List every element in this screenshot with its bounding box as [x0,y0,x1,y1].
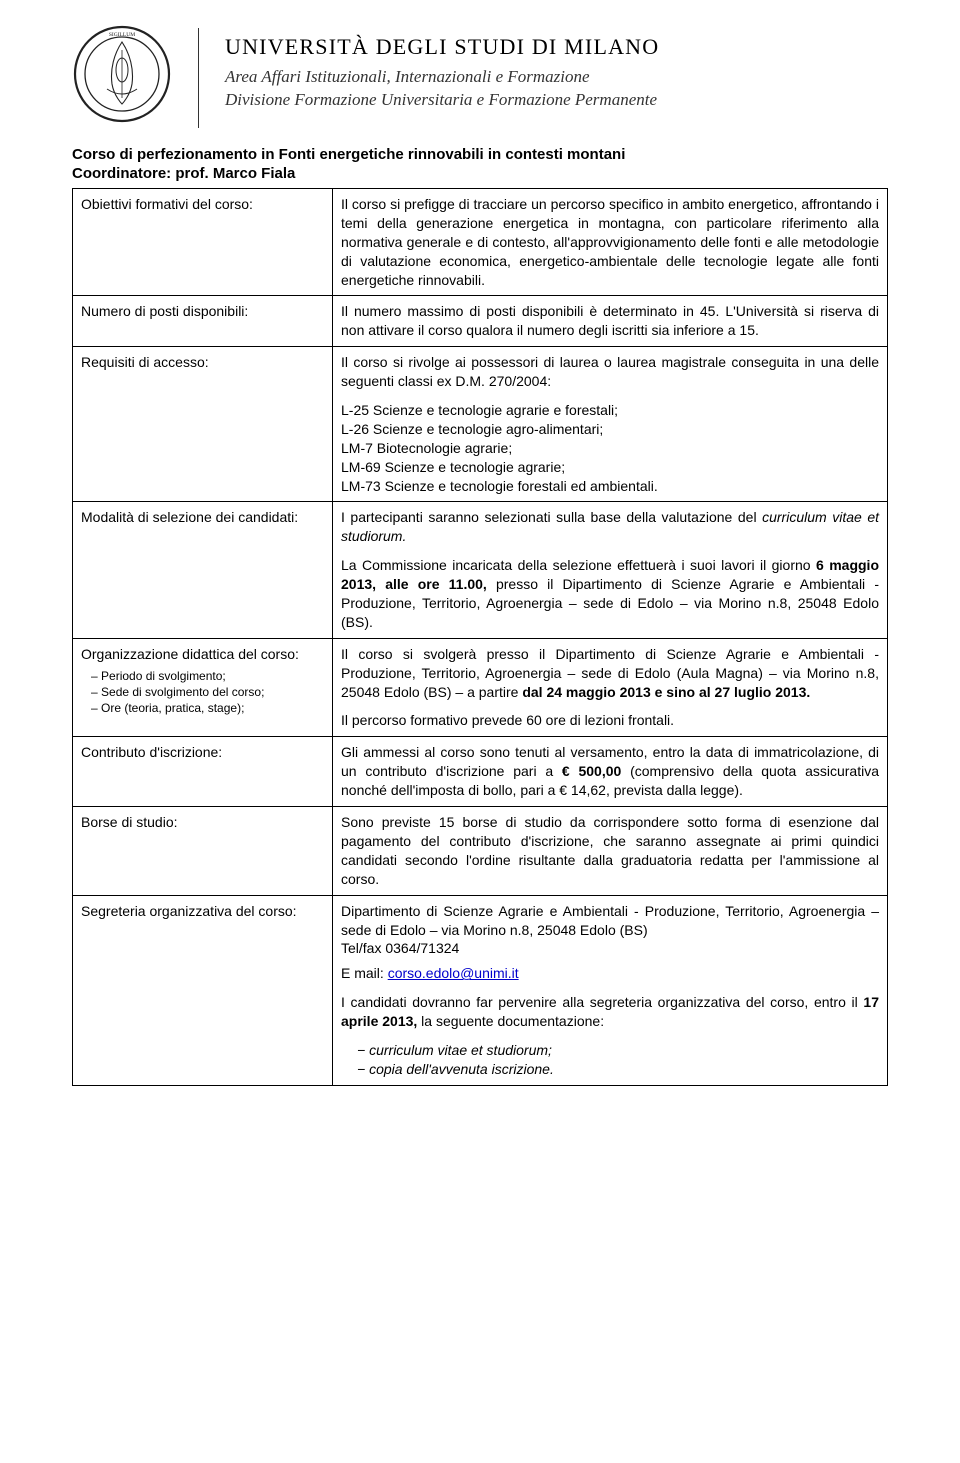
value-borse: Sono previste 15 borse di studio da corr… [333,807,888,896]
info-table: Obiettivi formativi del corso: Il corso … [72,188,888,1086]
org-label-text: Organizzazione didattica del corso: [81,646,299,662]
selezione-p1a: I partecipanti saranno selezionati sulla… [341,509,762,525]
req-l25: L-25 Scienze e tecnologie agrarie e fore… [341,401,879,420]
requisiti-intro: Il corso si rivolge ai possessori di lau… [341,353,879,391]
seg-tel: Tel/fax 0364/71324 [341,939,879,958]
seg-p2a: I candidati dovranno far pervenire alla … [341,994,863,1010]
selezione-p1: I partecipanti saranno selezionati sulla… [341,508,879,546]
seg-doc-cv: curriculum vitae et studiorum; [357,1041,879,1060]
value-segreteria: Dipartimento di Scienze Agrarie e Ambien… [333,895,888,1085]
org-p2: Il percorso formativo prevede 60 ore di … [341,711,879,730]
org-sub-periodo: Periodo di svolgimento; [91,668,324,684]
req-lm69: LM-69 Scienze e tecnologie agrarie; [341,458,879,477]
seg-doc-iscrizione: copia dell'avvenuta iscrizione. [357,1060,879,1079]
value-requisiti: Il corso si rivolge ai possessori di lau… [333,347,888,502]
svg-text:SIGILLUM: SIGILLUM [109,32,135,38]
label-segreteria: Segreteria organizzativa del corso: [73,895,333,1085]
row-contributo: Contributo d'iscrizione: Gli ammessi al … [73,737,888,807]
row-obiettivi: Obiettivi formativi del corso: Il corso … [73,189,888,296]
label-organizzazione: Organizzazione didattica del corso: Peri… [73,638,333,737]
label-requisiti: Requisiti di accesso: [73,347,333,502]
row-selezione: Modalità di selezione dei candidati: I p… [73,502,888,638]
seg-email-label: E mail: [341,965,388,981]
label-obiettivi: Obiettivi formativi del corso: [73,189,333,296]
label-borse: Borse di studio: [73,807,333,896]
header-divider [198,28,199,128]
requisiti-list: L-25 Scienze e tecnologie agrarie e fore… [341,401,879,495]
university-seal-icon: SIGILLUM [72,24,172,124]
row-borse: Borse di studio: Sono previste 15 borse … [73,807,888,896]
row-segreteria: Segreteria organizzativa del corso: Dipa… [73,895,888,1085]
label-contributo: Contributo d'iscrizione: [73,737,333,807]
seg-email-line: E mail: corso.edolo@unimi.it [341,964,879,983]
document-header: SIGILLUM UNIVERSITÀ DEGLI STUDI DI MILAN… [72,24,888,128]
area-line: Area Affari Istituzionali, Internazional… [225,66,659,89]
selezione-p2a: La Commissione incaricata della selezion… [341,557,816,573]
value-organizzazione: Il corso si svolgerà presso il Dipartime… [333,638,888,737]
value-posti: Il numero massimo di posti disponibili è… [333,296,888,347]
value-contributo: Gli ammessi al corso sono tenuti al vers… [333,737,888,807]
req-l26: L-26 Scienze e tecnologie agro-alimentar… [341,420,879,439]
selezione-p2: La Commissione incaricata della selezion… [341,556,879,632]
org-p1: Il corso si svolgerà presso il Dipartime… [341,645,879,702]
course-title: Corso di perfezionamento in Fonti energe… [72,146,888,163]
org-sub-ore: Ore (teoria, pratica, stage); [91,700,324,716]
contributo-amount: € 500,00 [562,763,621,779]
seg-p2c: la seguente documentazione: [417,1013,604,1029]
university-name: UNIVERSITÀ DEGLI STUDI DI MILANO [225,34,659,60]
seg-email-link[interactable]: corso.edolo@unimi.it [388,965,519,981]
org-sub-sede: Sede di svolgimento del corso; [91,684,324,700]
seg-p2: I candidati dovranno far pervenire alla … [341,993,879,1031]
row-posti: Numero di posti disponibili: Il numero m… [73,296,888,347]
row-requisiti: Requisiti di accesso: Il corso si rivolg… [73,347,888,502]
division-line: Divisione Formazione Universitaria e For… [225,89,659,112]
req-lm7: LM-7 Biotecnologie agrarie; [341,439,879,458]
org-dates-bold: dal 24 maggio 2013 e sino al 27 luglio 2… [522,684,810,700]
coordinator-line: Coordinatore: prof. Marco Fiala [72,165,888,182]
value-selezione: I partecipanti saranno selezionati sulla… [333,502,888,638]
org-sublist: Periodo di svolgimento; Sede di svolgime… [81,668,324,717]
seg-docs-list: curriculum vitae et studiorum; copia del… [341,1041,879,1079]
label-posti: Numero di posti disponibili: [73,296,333,347]
req-lm73: LM-73 Scienze e tecnologie forestali ed … [341,477,879,496]
header-text-block: UNIVERSITÀ DEGLI STUDI DI MILANO Area Af… [225,24,659,112]
seg-addr: Dipartimento di Scienze Agrarie e Ambien… [341,902,879,940]
row-organizzazione: Organizzazione didattica del corso: Peri… [73,638,888,737]
value-obiettivi: Il corso si prefigge di tracciare un per… [333,189,888,296]
label-selezione: Modalità di selezione dei candidati: [73,502,333,638]
